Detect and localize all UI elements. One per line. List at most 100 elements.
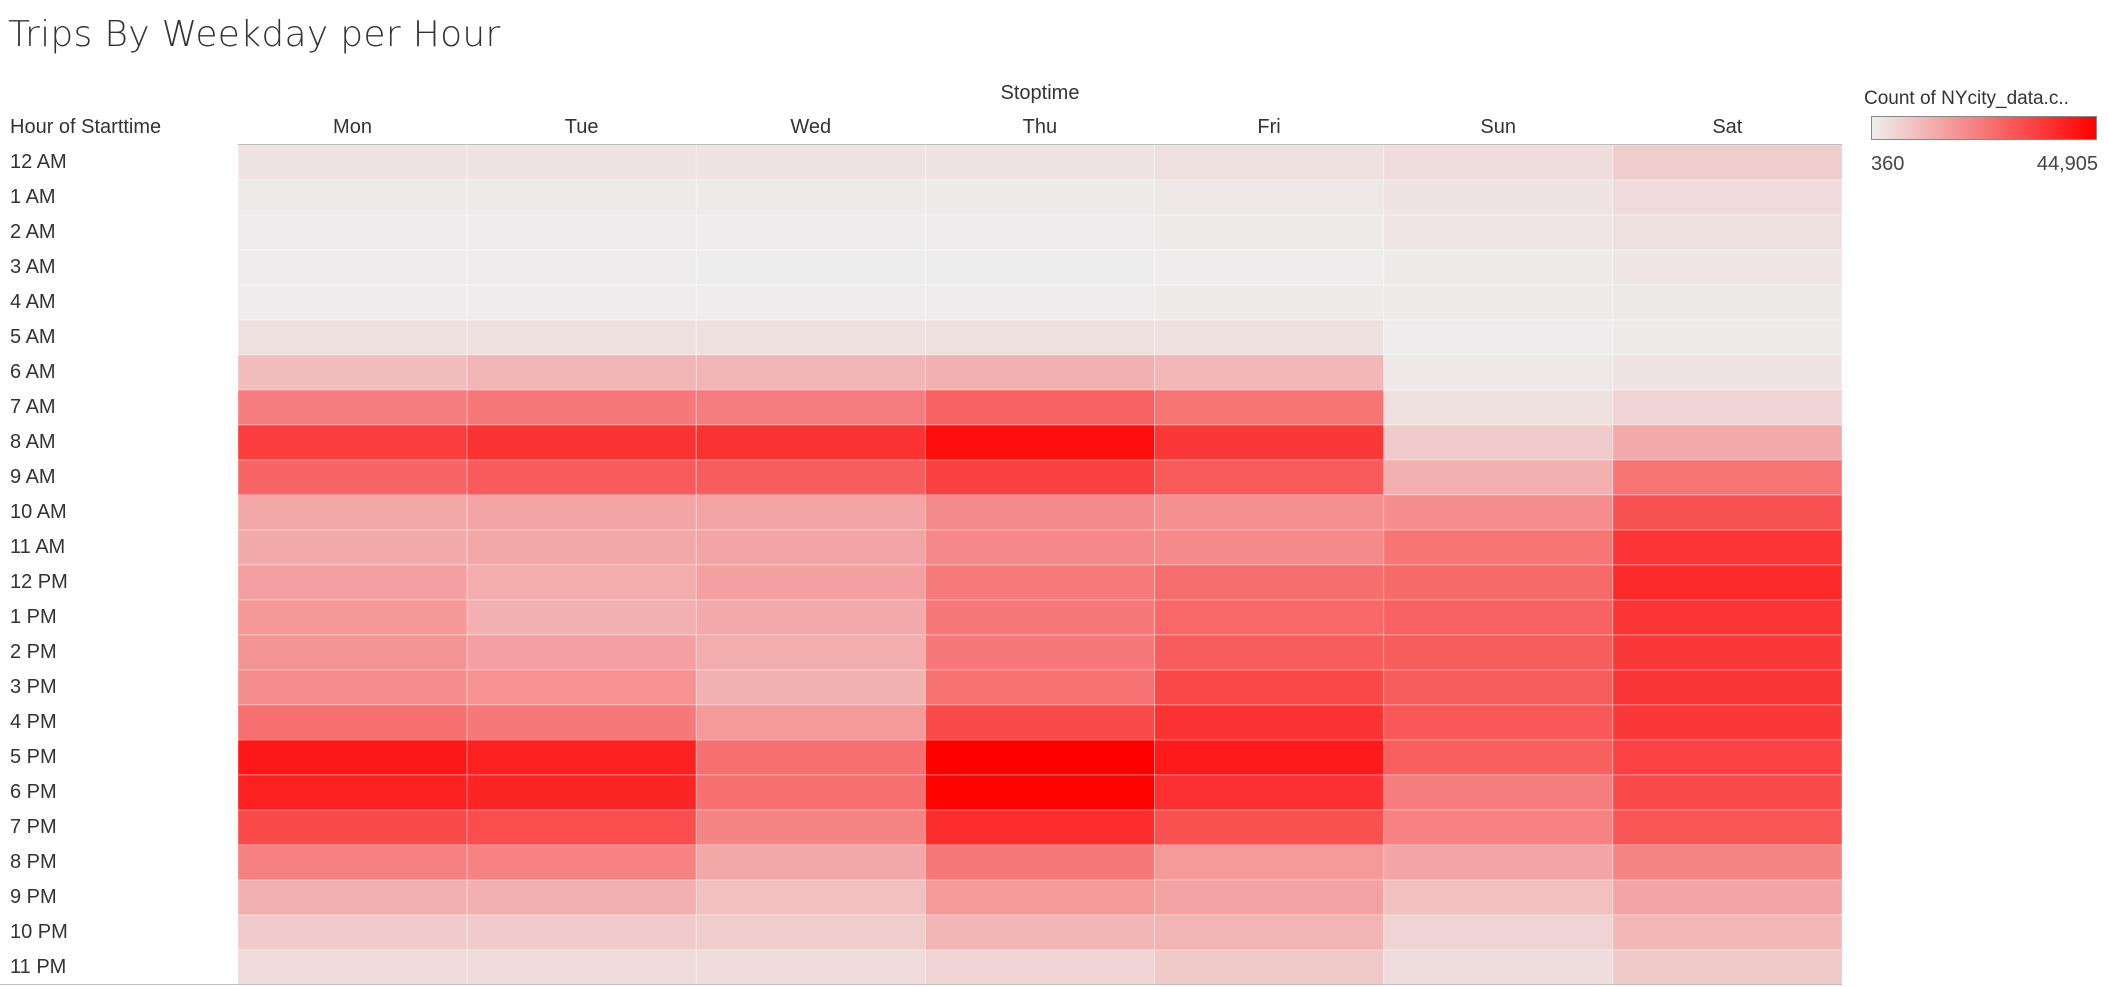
heatmap-cell[interactable]: [1383, 494, 1614, 531]
heatmap-cell[interactable]: [238, 599, 468, 636]
heatmap-cell[interactable]: [1154, 599, 1385, 636]
heatmap-cell[interactable]: [238, 529, 468, 566]
heatmap-cell[interactable]: [1154, 669, 1385, 706]
heatmap-cell[interactable]: [695, 354, 926, 391]
heatmap-cell[interactable]: [238, 354, 468, 391]
heatmap-cell[interactable]: [238, 389, 468, 426]
heatmap-cell[interactable]: [1383, 879, 1614, 916]
heatmap-cell[interactable]: [238, 424, 468, 461]
heatmap-cell[interactable]: [695, 599, 926, 636]
heatmap-cell[interactable]: [238, 739, 468, 776]
heatmap-cell[interactable]: [924, 564, 1156, 601]
heatmap-cell[interactable]: [238, 704, 468, 741]
heatmap-cell[interactable]: [1154, 704, 1385, 741]
heatmap-cell[interactable]: [1383, 914, 1614, 951]
heatmap-cell[interactable]: [1383, 739, 1614, 776]
heatmap-cell[interactable]: [695, 389, 926, 426]
heatmap-cell[interactable]: [1383, 809, 1614, 846]
heatmap-cell[interactable]: [1154, 249, 1385, 286]
heatmap-cell[interactable]: [238, 564, 468, 601]
heatmap-cell[interactable]: [238, 179, 468, 216]
heatmap-cell[interactable]: [1154, 739, 1385, 776]
heatmap-cell[interactable]: [695, 704, 926, 741]
heatmap-cell[interactable]: [466, 739, 697, 776]
heatmap-cell[interactable]: [1612, 249, 1842, 286]
heatmap-cell[interactable]: [1154, 564, 1385, 601]
heatmap-cell[interactable]: [695, 774, 926, 811]
heatmap-cell[interactable]: [924, 284, 1156, 321]
heatmap-cell[interactable]: [466, 494, 697, 531]
heatmap-cell[interactable]: [1612, 914, 1842, 951]
heatmap-cell[interactable]: [924, 214, 1156, 251]
heatmap-cell[interactable]: [695, 844, 926, 881]
heatmap-cell[interactable]: [924, 809, 1156, 846]
heatmap-cell[interactable]: [1383, 774, 1614, 811]
heatmap-cell[interactable]: [924, 354, 1156, 391]
heatmap-cell[interactable]: [1154, 145, 1385, 181]
heatmap-cell[interactable]: [924, 459, 1156, 496]
heatmap-cell[interactable]: [695, 739, 926, 776]
heatmap-cell[interactable]: [466, 774, 697, 811]
heatmap-cell[interactable]: [1154, 844, 1385, 881]
heatmap-cell[interactable]: [924, 179, 1156, 216]
heatmap-cell[interactable]: [695, 459, 926, 496]
heatmap-cell[interactable]: [924, 319, 1156, 356]
heatmap-cell[interactable]: [924, 145, 1156, 181]
heatmap-cell[interactable]: [924, 844, 1156, 881]
heatmap-cell[interactable]: [1383, 634, 1614, 671]
heatmap-cell[interactable]: [1612, 145, 1842, 181]
heatmap-cell[interactable]: [466, 669, 697, 706]
heatmap-cell[interactable]: [924, 494, 1156, 531]
heatmap-cell[interactable]: [695, 879, 926, 916]
heatmap-cell[interactable]: [466, 599, 697, 636]
heatmap-cell[interactable]: [238, 319, 468, 356]
heatmap-cell[interactable]: [924, 914, 1156, 951]
heatmap-cell[interactable]: [1612, 354, 1842, 391]
heatmap-cell[interactable]: [1383, 179, 1614, 216]
heatmap-cell[interactable]: [466, 424, 697, 461]
heatmap-cell[interactable]: [238, 459, 468, 496]
heatmap-cell[interactable]: [238, 844, 468, 881]
heatmap-cell[interactable]: [466, 809, 697, 846]
heatmap-cell[interactable]: [1383, 949, 1614, 985]
heatmap-cell[interactable]: [695, 529, 926, 566]
heatmap-cell[interactable]: [1612, 319, 1842, 356]
heatmap-cell[interactable]: [1612, 179, 1842, 216]
heatmap-cell[interactable]: [1383, 424, 1614, 461]
heatmap-cell[interactable]: [695, 424, 926, 461]
heatmap-cell[interactable]: [238, 284, 468, 321]
heatmap-cell[interactable]: [1383, 354, 1614, 391]
heatmap-cell[interactable]: [1383, 669, 1614, 706]
heatmap-cell[interactable]: [1154, 179, 1385, 216]
heatmap-cell[interactable]: [695, 634, 926, 671]
heatmap-cell[interactable]: [695, 809, 926, 846]
heatmap-cell[interactable]: [695, 179, 926, 216]
heatmap-cell[interactable]: [466, 949, 697, 985]
heatmap-cell[interactable]: [238, 774, 468, 811]
heatmap-cell[interactable]: [924, 739, 1156, 776]
heatmap-cell[interactable]: [1612, 809, 1842, 846]
heatmap-cell[interactable]: [924, 774, 1156, 811]
heatmap-cell[interactable]: [1612, 844, 1842, 881]
heatmap-cell[interactable]: [238, 809, 468, 846]
heatmap-cell[interactable]: [695, 145, 926, 181]
heatmap-cell[interactable]: [695, 949, 926, 985]
heatmap-cell[interactable]: [1383, 249, 1614, 286]
heatmap-cell[interactable]: [466, 844, 697, 881]
heatmap-cell[interactable]: [466, 914, 697, 951]
heatmap-cell[interactable]: [238, 214, 468, 251]
heatmap-cell[interactable]: [1612, 424, 1842, 461]
heatmap-cell[interactable]: [1154, 494, 1385, 531]
heatmap-cell[interactable]: [1612, 214, 1842, 251]
heatmap-cell[interactable]: [466, 179, 697, 216]
heatmap-cell[interactable]: [1383, 459, 1614, 496]
heatmap-cell[interactable]: [1154, 529, 1385, 566]
heatmap-cell[interactable]: [466, 879, 697, 916]
heatmap-cell[interactable]: [695, 564, 926, 601]
heatmap-cell[interactable]: [695, 914, 926, 951]
heatmap-cell[interactable]: [695, 284, 926, 321]
heatmap-cell[interactable]: [1154, 459, 1385, 496]
heatmap-cell[interactable]: [466, 459, 697, 496]
heatmap-cell[interactable]: [1383, 564, 1614, 601]
heatmap-cell[interactable]: [1154, 634, 1385, 671]
